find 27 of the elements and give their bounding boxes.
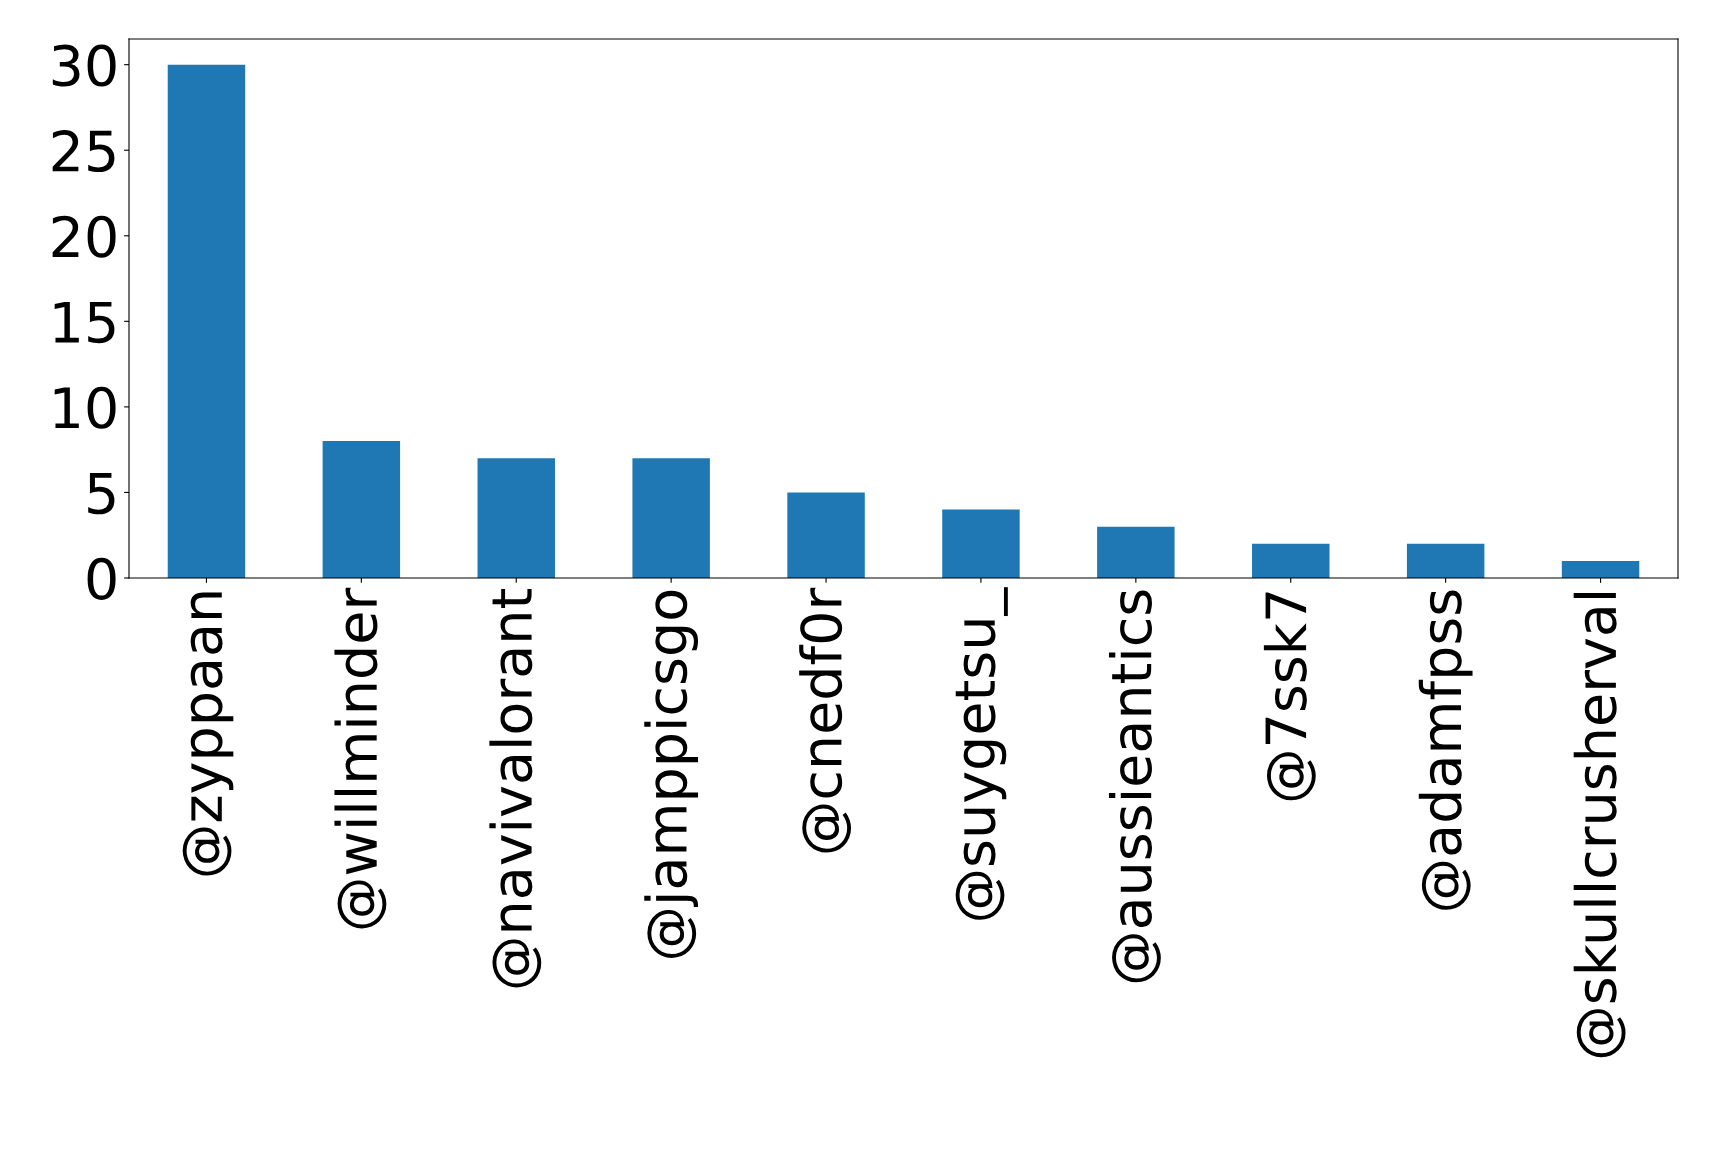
y-tick-label: 5 bbox=[88, 473, 115, 515]
x-tick-label: @jamppicsgo bbox=[644, 590, 699, 958]
x-tick-label: @aussieantics bbox=[1108, 590, 1161, 983]
bar bbox=[167, 64, 246, 578]
x-tick-label: @navivalorant bbox=[489, 589, 542, 988]
bar bbox=[1252, 543, 1330, 578]
bar bbox=[322, 441, 401, 578]
y-tick-label: 10 bbox=[54, 386, 116, 429]
y-tick-label: 15 bbox=[54, 301, 115, 344]
y-tick-label: 0 bbox=[87, 557, 116, 600]
bar bbox=[632, 458, 710, 578]
bar bbox=[1406, 543, 1485, 578]
y-tick-label: 20 bbox=[52, 215, 116, 258]
bar bbox=[1097, 526, 1175, 578]
x-tick-label: @adamfpss bbox=[1418, 590, 1473, 910]
bar bbox=[787, 492, 865, 578]
x-tick-label: @suygetsu_ bbox=[955, 587, 1008, 920]
bar bbox=[942, 509, 1020, 578]
y-tick-label: 25 bbox=[52, 130, 115, 173]
x-tick-label: @zyppaan bbox=[182, 592, 234, 876]
x-tick-label: @willminder bbox=[334, 587, 387, 929]
x-tick-label: @skullcrusherval bbox=[1573, 592, 1626, 1058]
x-tick-label: @cnedf0r bbox=[799, 587, 852, 853]
bar bbox=[477, 458, 555, 578]
x-tick-label: @7ssk7 bbox=[1263, 592, 1316, 801]
bar bbox=[1561, 560, 1640, 578]
y-tick-label: 30 bbox=[52, 44, 116, 87]
